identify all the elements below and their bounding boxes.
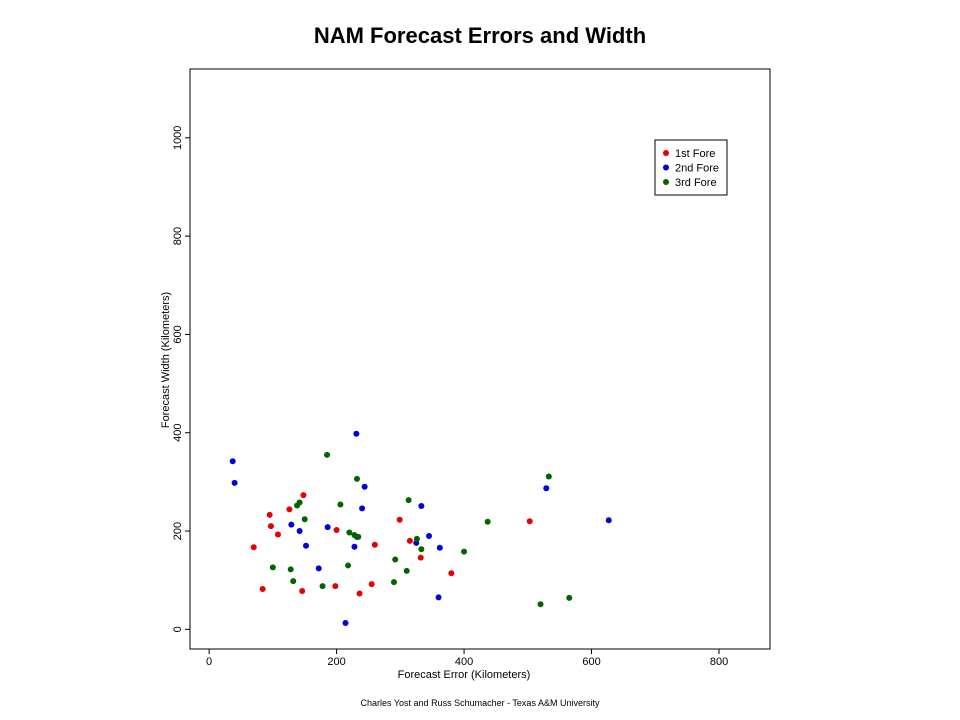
- y-axis-label: Forecast Width (Kilometers): [160, 292, 172, 428]
- data-point: [301, 516, 308, 523]
- data-point: [353, 430, 360, 437]
- series-3: [269, 451, 573, 608]
- x-tick-label: 600: [582, 656, 600, 668]
- data-point: [448, 570, 455, 577]
- data-points: [229, 430, 612, 626]
- data-point: [319, 583, 326, 590]
- data-point: [250, 544, 257, 551]
- data-point: [324, 451, 331, 458]
- data-point: [355, 533, 362, 540]
- data-point: [605, 517, 612, 524]
- data-point: [413, 535, 420, 542]
- data-point: [337, 501, 344, 508]
- x-axis-label: Forecast Error (Kilometers): [398, 669, 531, 681]
- data-point: [351, 543, 358, 550]
- data-point: [333, 527, 340, 534]
- data-point: [526, 518, 533, 525]
- data-point: [361, 483, 368, 490]
- y-tick-label: 1000: [172, 126, 184, 150]
- series-1: [250, 492, 533, 597]
- legend-marker: [663, 150, 669, 156]
- legend: 1st Fore 2nd Fore 3rd Fore: [654, 139, 728, 196]
- axes: 0 200 400 600 800 0 200 400 600 800 1000: [172, 126, 728, 668]
- data-point: [286, 506, 293, 513]
- data-point: [296, 528, 303, 535]
- data-point: [353, 475, 360, 482]
- x-tick-label: 400: [455, 656, 473, 668]
- data-point: [300, 492, 307, 499]
- data-point: [396, 516, 403, 523]
- data-point: [266, 511, 273, 518]
- data-point: [426, 532, 433, 539]
- data-point: [288, 521, 295, 528]
- footer-credit: Charles Yost and Russ Schumacher - Texas…: [361, 698, 600, 708]
- data-point: [303, 542, 309, 549]
- y-tick-label: 600: [172, 325, 184, 343]
- data-point: [342, 619, 349, 626]
- x-tick-label: 200: [327, 656, 345, 668]
- data-point: [436, 544, 443, 551]
- data-point: [296, 499, 303, 506]
- data-point: [267, 523, 274, 530]
- data-point: [403, 567, 410, 574]
- data-point: [356, 590, 363, 597]
- y-tick-label: 200: [172, 522, 184, 540]
- x-tick-label: 0: [206, 656, 212, 668]
- legend-marker: [663, 164, 669, 171]
- data-point: [461, 548, 468, 555]
- data-point: [259, 586, 266, 593]
- data-point: [274, 531, 281, 538]
- series-2: [229, 430, 612, 626]
- data-point: [418, 502, 425, 509]
- data-point: [406, 537, 413, 544]
- data-point: [537, 601, 544, 608]
- data-point: [269, 564, 276, 571]
- data-point: [417, 554, 424, 561]
- data-point: [359, 505, 366, 512]
- data-point: [390, 579, 397, 586]
- data-point: [324, 524, 331, 531]
- legend-marker: [663, 179, 669, 185]
- legend-label: 3rd Fore: [675, 177, 717, 189]
- data-point: [405, 497, 412, 504]
- legend-label: 1st Fore: [675, 148, 715, 160]
- data-point: [566, 594, 573, 601]
- data-point: [345, 562, 352, 569]
- data-point: [543, 485, 550, 492]
- data-point: [229, 458, 236, 465]
- y-tick-label: 0: [172, 626, 184, 632]
- data-point: [368, 581, 375, 588]
- data-point: [392, 556, 399, 563]
- y-tick-label: 800: [172, 227, 184, 245]
- data-point: [287, 566, 294, 573]
- x-tick-label: 800: [710, 656, 728, 668]
- data-point: [290, 578, 297, 585]
- y-tick-label: 400: [172, 424, 184, 442]
- data-point: [299, 588, 306, 594]
- chart-title: NAM Forecast Errors and Width: [314, 23, 646, 48]
- data-point: [231, 479, 238, 486]
- plot-frame: [189, 68, 771, 650]
- data-point: [332, 583, 339, 590]
- legend-label: 2nd Fore: [675, 163, 719, 175]
- data-point: [315, 565, 322, 572]
- data-point: [418, 546, 425, 553]
- data-point: [435, 594, 442, 601]
- data-point: [484, 518, 491, 525]
- data-point: [545, 473, 552, 480]
- data-point: [346, 529, 353, 536]
- data-point: [371, 541, 378, 548]
